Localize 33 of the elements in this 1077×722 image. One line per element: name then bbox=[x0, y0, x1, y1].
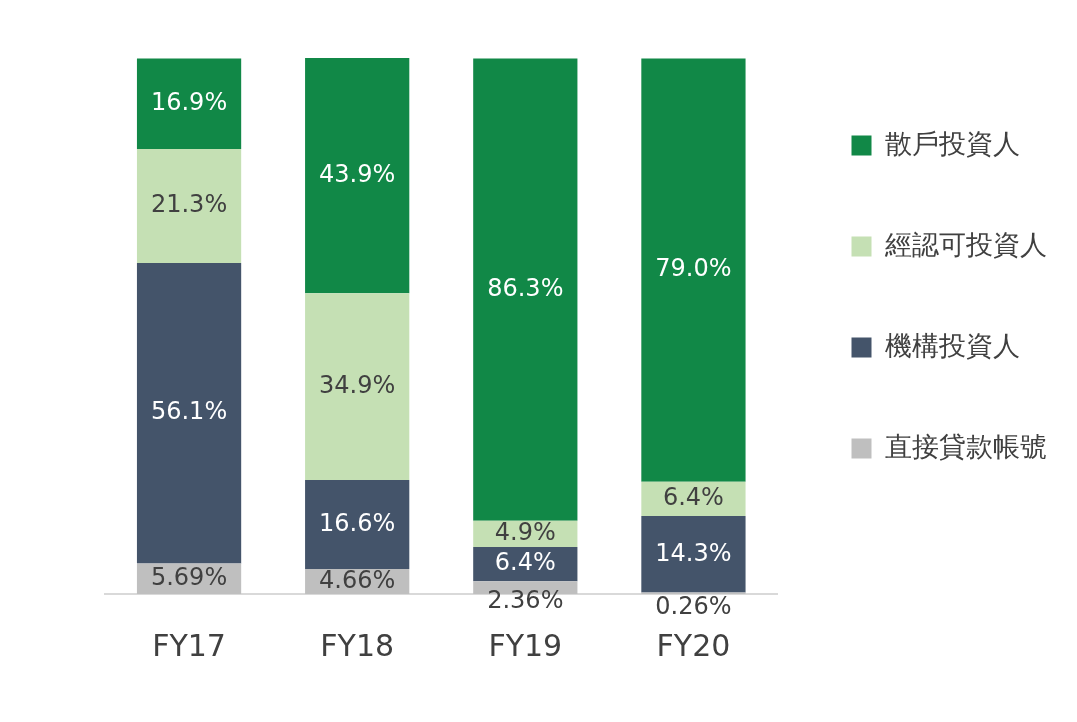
data-label: 0.26% bbox=[655, 592, 732, 621]
legend-label: 直接貸款帳號 bbox=[885, 430, 1047, 462]
x-tick-label: FY20 bbox=[656, 627, 731, 663]
x-tick-label: FY19 bbox=[488, 627, 563, 663]
data-label: 34.9% bbox=[319, 370, 396, 399]
data-label: 2.36% bbox=[487, 585, 564, 614]
legend-label: 機構投資人 bbox=[885, 329, 1020, 361]
bar bbox=[136, 148, 242, 263]
data-label: 86.3% bbox=[487, 273, 564, 302]
data-label: 4.66% bbox=[319, 565, 396, 594]
data-label: 16.9% bbox=[150, 87, 228, 116]
data-label: 5.69% bbox=[150, 562, 228, 591]
data-label: 16.6% bbox=[319, 508, 396, 537]
data-label: 43.9% bbox=[319, 159, 396, 188]
bar bbox=[641, 516, 746, 593]
data-label: 79.0% bbox=[655, 254, 732, 283]
bar bbox=[136, 58, 242, 149]
legend-label: 經認可投資人 bbox=[884, 228, 1047, 260]
bar bbox=[305, 480, 410, 570]
bar bbox=[473, 58, 578, 521]
data-label: 14.3% bbox=[655, 538, 732, 567]
legend-label: 散戶投資人 bbox=[885, 127, 1020, 159]
data-label: 4.9% bbox=[494, 518, 556, 547]
data-label: 6.4% bbox=[494, 548, 556, 577]
bar bbox=[305, 58, 410, 294]
data-label: 21.3% bbox=[150, 190, 228, 219]
data-label: 56.1% bbox=[150, 397, 228, 426]
x-tick-label: FY17 bbox=[152, 627, 226, 663]
bar bbox=[305, 293, 410, 481]
bar bbox=[641, 58, 746, 482]
data-label: 6.4% bbox=[662, 483, 724, 512]
x-tick-label: FY18 bbox=[320, 627, 395, 663]
bar bbox=[136, 263, 242, 564]
